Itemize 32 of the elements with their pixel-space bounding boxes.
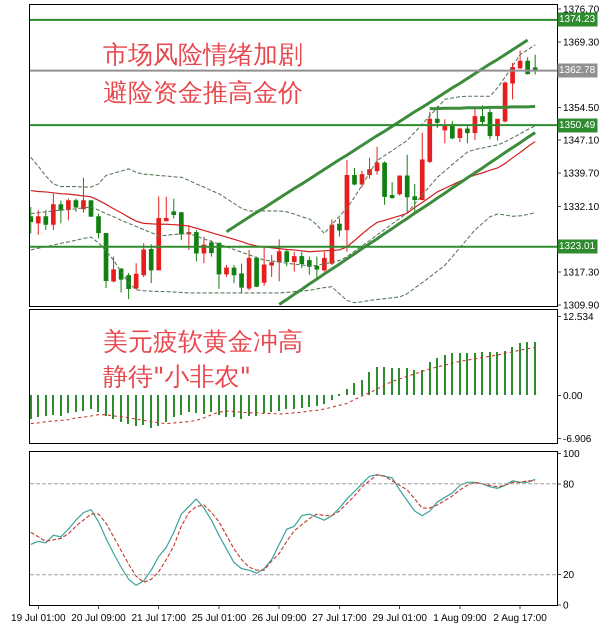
- x-tick-label: 20 Jul 09:00: [71, 613, 126, 624]
- y-tick-label: 1317.30: [563, 268, 600, 279]
- annotation: 美元疲软黄金冲高: [103, 327, 303, 356]
- x-tick-label: 29 Jul 01:00: [372, 613, 428, 624]
- y-tick-label: 100: [563, 449, 580, 460]
- x-tick-label: 19 Jul 01:00: [11, 613, 66, 624]
- annotation: 市场风险情绪加剧: [103, 40, 303, 69]
- ref-line-label: 1323.01: [559, 241, 596, 252]
- x-tick-label: 27 Jul 17:00: [312, 613, 368, 624]
- y-tick-label: 20: [563, 570, 575, 582]
- annotation: 静待"小非农": [103, 362, 251, 391]
- y-tick-label: 1332.10: [563, 202, 600, 214]
- annotation: 避险资金推高金价: [103, 78, 303, 107]
- x-tick-label: 1 Aug 09:00: [433, 613, 488, 624]
- y-tick-label: 0.00: [563, 390, 583, 402]
- y-tick-label: 80: [563, 479, 575, 490]
- ref-line-label: 1362.78: [559, 65, 596, 76]
- x-tick-label: 21 Jul 17:00: [131, 613, 186, 624]
- x-tick-label: 25 Jul 01:00: [192, 613, 247, 624]
- y-tick-label: 1369.30: [563, 37, 600, 48]
- ref-line-label: 1374.23: [559, 14, 596, 25]
- y-tick-label: 1376.70: [563, 4, 600, 16]
- y-tick-label: 1339.70: [563, 168, 600, 180]
- y-tick-label: 1309.90: [563, 300, 600, 312]
- y-tick-label: 12.534: [563, 312, 594, 323]
- y-tick-label: 1347.10: [563, 136, 600, 147]
- ref-line-label: 1350.49: [559, 120, 596, 131]
- y-tick-label: -6.906: [563, 434, 592, 446]
- y-tick-label: 1354.50: [563, 102, 600, 114]
- x-tick-label: 26 Jul 09:00: [252, 613, 307, 624]
- y-tick-label: 0: [563, 600, 569, 612]
- x-tick-label: 2 Aug 17:00: [493, 613, 548, 624]
